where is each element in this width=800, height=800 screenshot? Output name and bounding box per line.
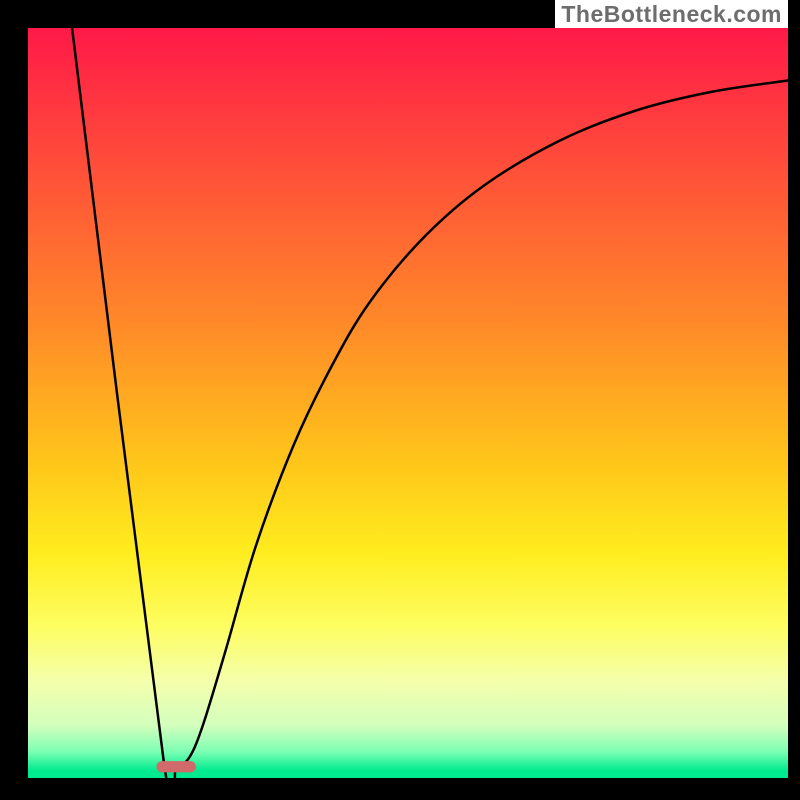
chart-plot-area — [28, 28, 788, 778]
watermark-label: TheBottleneck.com — [555, 0, 788, 28]
bottleneck-curve — [72, 28, 788, 778]
optimal-marker — [156, 761, 196, 772]
chart-curve-layer — [28, 28, 788, 778]
